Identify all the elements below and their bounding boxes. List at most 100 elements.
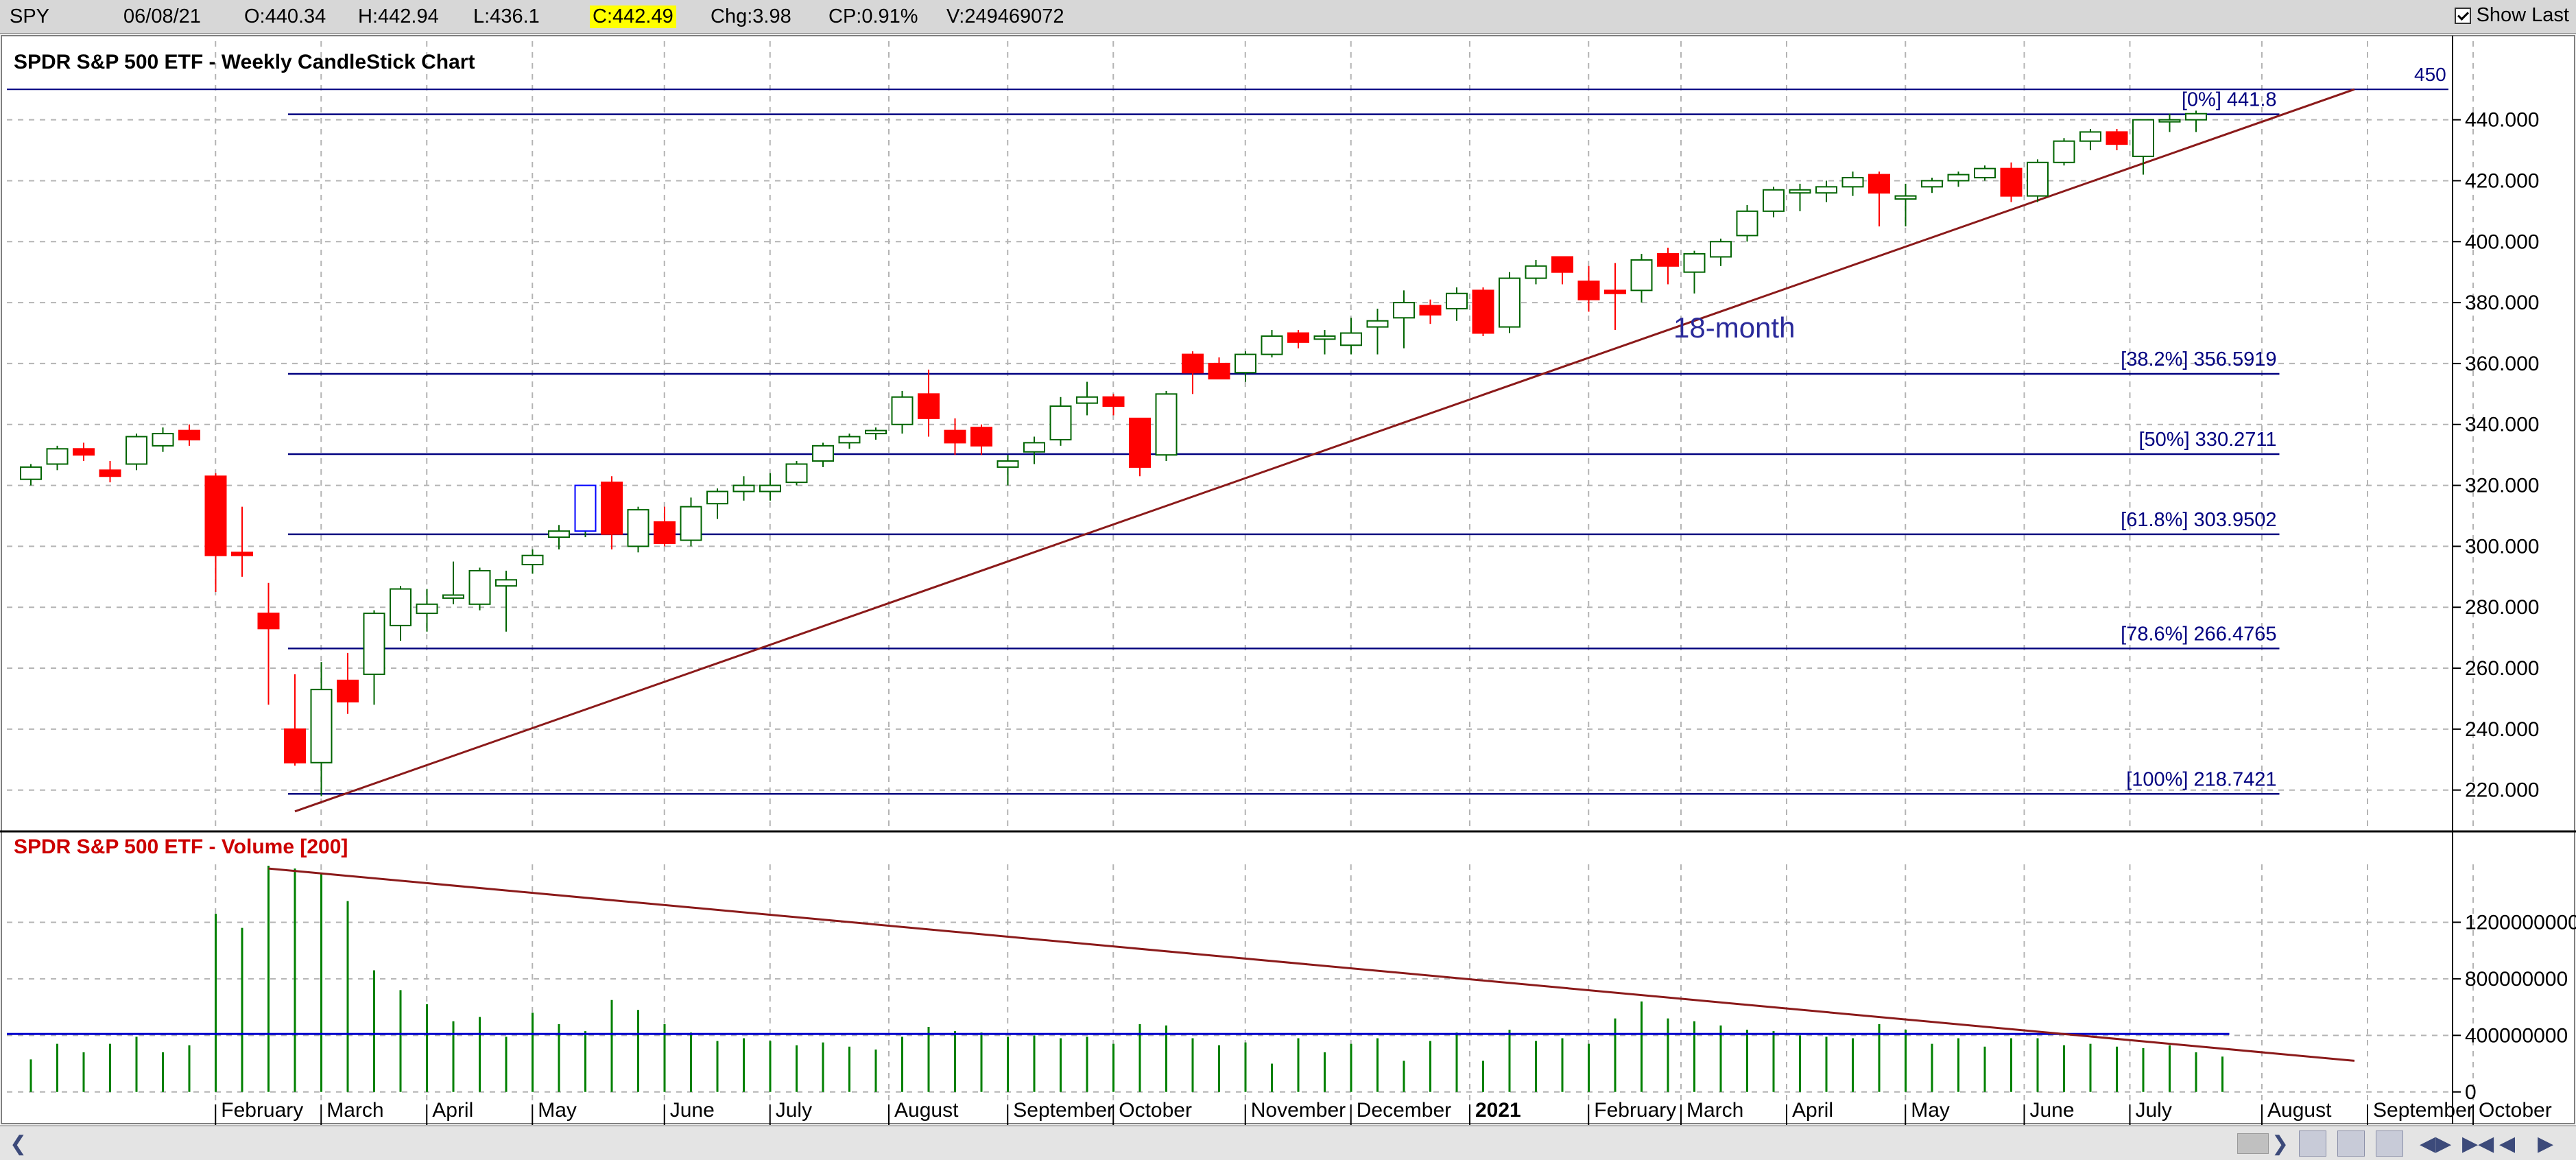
candle-body xyxy=(1261,335,1283,355)
candle-body xyxy=(680,506,702,541)
open-label: O:440.34 xyxy=(244,5,326,27)
candle-body xyxy=(521,554,544,566)
candle-body xyxy=(126,436,147,465)
close-label: C:442.49 xyxy=(590,5,676,28)
candle-body xyxy=(1789,189,1811,194)
scroll-left-arrow-icon[interactable]: ❮ xyxy=(10,1133,27,1155)
candle-body xyxy=(1366,320,1389,328)
candle-body xyxy=(1313,335,1336,340)
chart-canvas[interactable]: February March April May June July August Septe… xyxy=(0,0,2576,1125)
candle-body xyxy=(1129,417,1151,468)
zoom-fit-icon[interactable] xyxy=(2376,1131,2403,1157)
candle-body xyxy=(2000,167,2023,197)
candle-body xyxy=(1736,210,1758,237)
candle-body xyxy=(1577,281,1600,300)
candle-body xyxy=(1499,277,1520,328)
candle-body xyxy=(416,603,438,615)
candle-body xyxy=(284,728,306,764)
candle-body xyxy=(1182,353,1204,374)
candle-body xyxy=(574,484,597,532)
candle-body xyxy=(1446,292,1468,309)
x-tick-label: July xyxy=(2136,1099,2172,1122)
symbol-label: SPY xyxy=(10,5,50,27)
x-tick-label: October xyxy=(1119,1099,1192,1122)
volume-chart-title: SPDR S&P 500 ETF - Volume [200] xyxy=(14,836,348,858)
candle-body xyxy=(337,679,359,702)
x-tick-label: February xyxy=(1594,1099,1676,1122)
candle-body xyxy=(865,429,887,435)
candle-body xyxy=(363,613,385,675)
candle-body xyxy=(390,588,412,626)
chart-navigation-bar: ❮ ❯ ◀▶ ▶◀ ◀ ▶ xyxy=(0,1125,2576,1160)
x-tick-label: July xyxy=(776,1099,812,1122)
volume-label: V:249469072 xyxy=(946,5,1064,27)
previous-icon[interactable]: ◀ xyxy=(2499,1133,2516,1155)
fib-level-label: [100%] 218.7421 xyxy=(2126,768,2276,790)
expand-icon[interactable]: ◀▶ xyxy=(2420,1133,2452,1155)
change-label: Chg:3.98 xyxy=(711,5,791,27)
show-last-checkbox[interactable] xyxy=(2454,7,2471,24)
x-tick-label: May xyxy=(1911,1099,1950,1122)
candle-body xyxy=(706,490,728,505)
x-tick-label: June xyxy=(670,1099,715,1122)
candle-body xyxy=(838,436,861,444)
change-percent-label: CP:0.91% xyxy=(828,5,918,27)
candle-body xyxy=(1287,332,1309,343)
candle-body xyxy=(2158,119,2181,123)
fib-level-label: [50%] 330.2711 xyxy=(2138,429,2276,451)
x-tick-label: December xyxy=(1357,1099,1451,1122)
candle-body xyxy=(495,579,517,587)
zoom-out-icon[interactable] xyxy=(2337,1131,2365,1157)
volume-trendline xyxy=(268,867,2355,1062)
y-tick-label: 240.000 xyxy=(2465,718,2539,741)
fib-level-label: [78.6%] 266.4765 xyxy=(2121,623,2276,645)
candle-body xyxy=(1155,393,1178,456)
candle-body xyxy=(2185,113,2207,121)
high-label: H:442.94 xyxy=(358,5,439,27)
candle-body xyxy=(1815,186,1837,194)
x-tick-label: September xyxy=(1013,1099,1114,1122)
date-label: 06/08/21 xyxy=(123,5,201,27)
candle-body xyxy=(1710,241,1732,258)
volume-tick-label: 400000000 xyxy=(2465,1024,2568,1047)
x-tick-label: February xyxy=(221,1099,303,1122)
volume-tick-label: 0 xyxy=(2465,1081,2477,1104)
candle-body xyxy=(152,433,174,447)
y-tick-label: 260.000 xyxy=(2465,657,2539,680)
volume-tick-label: 800000000 xyxy=(2465,968,2568,991)
x-tick-label: 2021 xyxy=(1475,1099,1521,1122)
candle-body xyxy=(1525,265,1547,279)
x-tick-label: August xyxy=(2267,1099,2332,1122)
show-last-toggle[interactable]: Show Last xyxy=(2454,4,2569,27)
scroll-right-arrow-icon[interactable]: ❯ xyxy=(2271,1133,2289,1155)
candle-body xyxy=(1630,259,1653,292)
candle-body xyxy=(1208,362,1230,380)
x-tick-label: September xyxy=(2373,1099,2474,1122)
candle-body xyxy=(997,460,1019,468)
scrollbar-thumb[interactable] xyxy=(2237,1133,2269,1154)
price-chart-title: SPDR S&P 500 ETF - Weekly CandleStick Ch… xyxy=(14,51,475,73)
next-icon[interactable]: ▶ xyxy=(2538,1133,2554,1155)
x-tick-label: October xyxy=(2479,1099,2552,1122)
candle-body xyxy=(257,613,280,630)
collapse-icon[interactable]: ▶◀ xyxy=(2462,1133,2494,1155)
candle-body xyxy=(759,484,781,493)
candle-body xyxy=(46,448,69,465)
y-tick-label: 300.000 xyxy=(2465,535,2539,558)
candle-body xyxy=(1974,167,1996,179)
candle-body xyxy=(73,448,95,456)
candle-body xyxy=(1894,195,1917,200)
candle-body xyxy=(99,469,121,477)
candle-body xyxy=(1604,289,1626,294)
x-tick-label: March xyxy=(326,1099,383,1122)
candle-body xyxy=(204,475,227,556)
x-tick-label: August xyxy=(894,1099,959,1122)
candle-body xyxy=(1472,289,1494,334)
candle-body xyxy=(2106,131,2128,145)
zoom-in-icon[interactable] xyxy=(2299,1131,2326,1157)
candle-body xyxy=(1921,180,1943,188)
quote-info-bar: SPY 06/08/21 O:440.34 H:442.94 L:436.1 C… xyxy=(0,0,2576,34)
candle-body xyxy=(2079,131,2101,142)
candle-body xyxy=(1841,177,1864,188)
show-last-label: Show Last xyxy=(2476,4,2569,26)
